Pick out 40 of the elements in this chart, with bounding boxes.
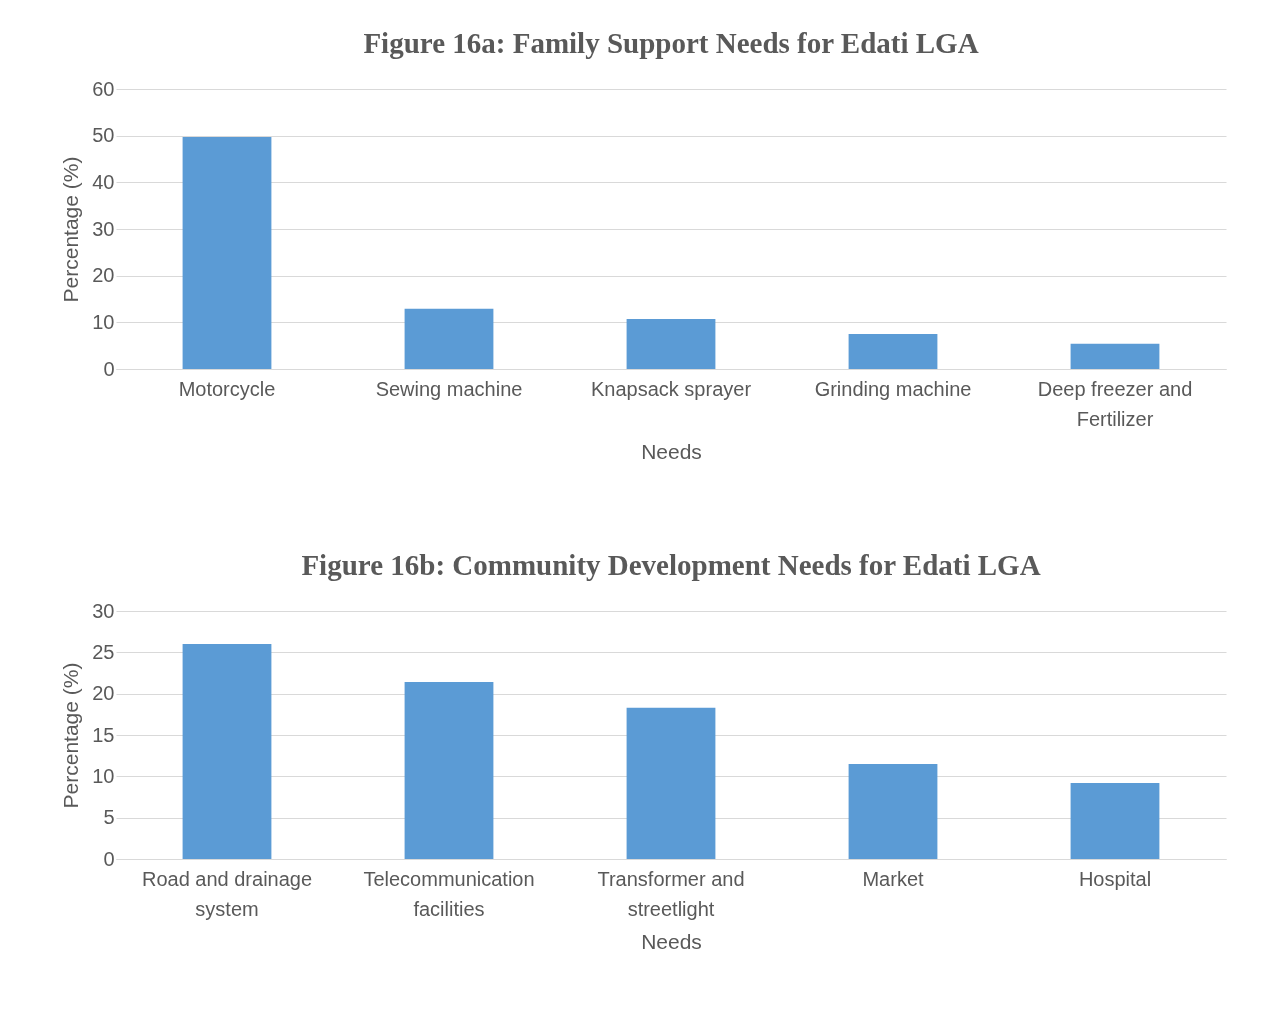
bar (1070, 782, 1160, 859)
y-axis-title: Percentage (%) (59, 156, 83, 303)
y-tick-label: 10 (92, 764, 115, 787)
x-tick-label: Market (862, 867, 924, 890)
y-tick-label: 0 (103, 357, 115, 380)
bar (626, 707, 716, 859)
y-tick-label: 20 (92, 682, 115, 705)
y-tick-label: 50 (92, 124, 115, 147)
y-tick-label: 30 (92, 599, 115, 622)
x-axis-title: Needs (641, 929, 702, 953)
x-tick-label: Telecommunication facilities (363, 867, 535, 920)
y-tick-label: 0 (103, 847, 115, 870)
bar (848, 334, 938, 369)
bar (182, 644, 272, 859)
x-tick-label: Motorcycle (178, 377, 276, 400)
bar (182, 137, 272, 369)
bar (626, 319, 716, 369)
x-tick-label: Knapsack sprayer (590, 377, 752, 400)
y-tick-label: 25 (92, 640, 115, 663)
x-axis-title: Needs (641, 439, 702, 463)
y-tick-label: 10 (92, 310, 115, 333)
chart-title: Figure 16b: Community Development Needs for Edati LGA (301, 549, 1041, 581)
y-tick-label: 30 (92, 217, 115, 240)
x-tick-label: Hospital (1078, 867, 1152, 890)
bar (404, 682, 494, 859)
y-axis-title: Percentage (%) (59, 662, 83, 809)
y-tick-label: 15 (92, 723, 115, 746)
x-tick-label: Road and drainage system (141, 867, 313, 920)
x-tick-label: Transformer and streetlight (597, 867, 745, 920)
y-tick-label: 20 (92, 264, 115, 287)
x-tick-label: Sewing machine (375, 377, 523, 400)
bar (404, 308, 494, 369)
bar (1070, 343, 1160, 369)
y-tick-label: 60 (92, 77, 115, 100)
bar (848, 763, 938, 859)
chart-title: Figure 16a: Family Support Needs for Edati LGA (363, 27, 979, 59)
x-tick-label: Grinding machine (814, 377, 972, 400)
y-tick-label: 5 (103, 806, 115, 829)
x-tick-label: Deep freezer and Fertilizer (1037, 377, 1193, 430)
y-tick-label: 40 (92, 170, 115, 193)
